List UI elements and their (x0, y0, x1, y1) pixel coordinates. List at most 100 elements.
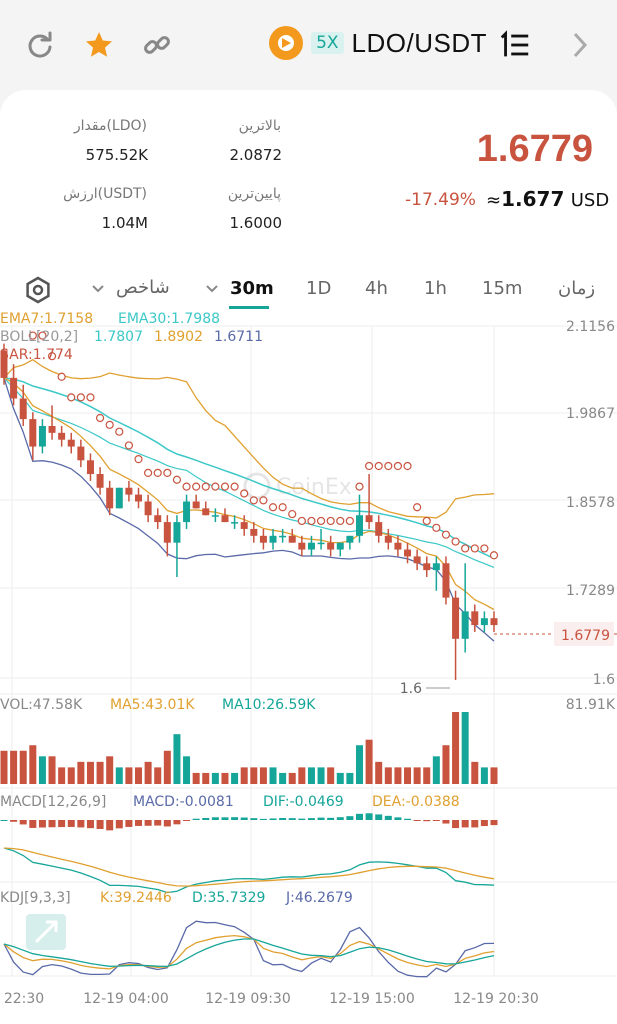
boll-legend: BOLL[20,2] (0, 329, 78, 345)
sar-dot (422, 516, 431, 526)
sar-dot (38, 331, 47, 340)
tab-4h[interactable]: 4h (365, 278, 388, 299)
share-icon[interactable] (24, 28, 58, 62)
sar-dot (124, 441, 134, 450)
amount-value: 575.52K (85, 146, 148, 164)
leverage-badge: 5X (311, 32, 344, 54)
expand-icon[interactable] (26, 914, 66, 950)
tab-time[interactable]: زمان (558, 278, 596, 299)
candle-body (115, 487, 123, 509)
tab-30m[interactable]: 30m (230, 278, 274, 299)
tab-15m[interactable]: 15m (482, 278, 523, 299)
sar-dot (249, 496, 258, 505)
macd-bar (67, 820, 75, 827)
candle-body (135, 494, 143, 502)
volume-bar (10, 750, 18, 784)
dif-line (3, 847, 495, 894)
volume-bar (125, 767, 133, 784)
volume-bar (423, 767, 431, 784)
y-tick-label: 1.7289 (566, 583, 615, 599)
volume-bar (375, 761, 383, 784)
macd-bar (375, 814, 383, 820)
kdj-name: KDJ[9,3,3] (0, 890, 71, 906)
macd-bar (423, 820, 431, 822)
ema7-line (3, 377, 495, 611)
sar-dot (192, 482, 201, 491)
chevron-right-icon[interactable] (562, 28, 596, 62)
vol-label: VOL:47.58K (0, 697, 83, 713)
macd-bar (163, 820, 171, 827)
candle-body (106, 487, 114, 509)
sar-dot (441, 530, 451, 539)
macd-bar (86, 820, 94, 829)
sar-dot (57, 372, 66, 381)
x-tick-label: 12-19 15:00 (329, 991, 414, 1007)
indicator-dropdown[interactable]: شاخص (90, 277, 170, 301)
candle-body (355, 515, 363, 536)
volume-bar (202, 772, 210, 784)
menu-icon[interactable] (498, 28, 532, 62)
sar-dot (364, 461, 374, 471)
sar-dot (240, 489, 249, 498)
sar-dot (268, 503, 278, 512)
candle-body (442, 563, 450, 598)
star-icon[interactable] (82, 28, 116, 62)
volume-bar (384, 767, 392, 784)
link-icon[interactable] (140, 28, 174, 62)
candle-body (48, 425, 56, 433)
candle-body (96, 474, 104, 488)
y-tick-label: 1.8578 (566, 495, 615, 511)
volume-bar (29, 745, 37, 784)
macd-bar (48, 820, 56, 828)
candle-body (231, 522, 239, 524)
sar-dot (211, 482, 220, 491)
watermark-text: CoinEx (276, 475, 352, 500)
sar-dot (307, 516, 316, 526)
candle-body (490, 618, 498, 626)
tab-1d[interactable]: 1D (306, 278, 332, 299)
macd-bar (490, 820, 498, 826)
sar-dot (47, 352, 57, 361)
dea-value: DEA:-0.0388 (372, 794, 460, 810)
watermark: CoinEx (243, 472, 352, 500)
macd-bar (135, 820, 143, 826)
tab-1h[interactable]: 1h (424, 278, 447, 299)
candle-body (259, 535, 267, 543)
sar-dot (201, 482, 210, 491)
kline-chart[interactable]: CoinEx 2.1156 1.9867 1.8578 1.7289 1.6 8… (0, 308, 617, 1024)
volume-bar (327, 767, 335, 784)
candle-body (394, 542, 402, 550)
macd-bar (202, 817, 210, 820)
volume-bar (231, 772, 239, 784)
active-tab-indicator (229, 306, 269, 309)
macd-bar (365, 813, 373, 820)
macd-bar (394, 817, 402, 820)
chevron-down-icon[interactable] (204, 281, 220, 301)
sar-dot (480, 544, 489, 553)
pair-selector[interactable]: 5X LDO/USDT (269, 26, 487, 60)
candle-body (173, 522, 181, 543)
sar-dot (470, 544, 479, 553)
sar-dot (451, 537, 460, 546)
settings-icon[interactable] (24, 276, 52, 308)
sar-dot (403, 461, 412, 471)
kdj-legend: KDJ[9,3,3] K:39.2446 D:35.7329 J:46.2679 (0, 890, 353, 906)
d-value: D:35.7329 (192, 890, 265, 906)
x-tick-label: 22:30 (4, 991, 44, 1007)
volume-bar (58, 767, 66, 784)
macd-bar (221, 817, 229, 820)
timeframe-tabs: شاخص 30m 1D 4h 1h 15m زمان (0, 276, 617, 309)
sar-dot (374, 461, 383, 471)
candle-body (269, 535, 277, 543)
macd-bar (327, 817, 335, 820)
candle-body (202, 508, 210, 516)
indicator-label: شاخص (116, 277, 170, 298)
y-tick-label: 1.6 (593, 672, 615, 688)
macd-bar (432, 820, 440, 821)
amount-label: مقدار(LDO) (73, 118, 147, 134)
volume-bar (221, 772, 229, 784)
candle-body (19, 398, 27, 420)
volume-bar (317, 767, 325, 784)
volume-bar (442, 745, 450, 784)
candle-body (384, 535, 392, 543)
